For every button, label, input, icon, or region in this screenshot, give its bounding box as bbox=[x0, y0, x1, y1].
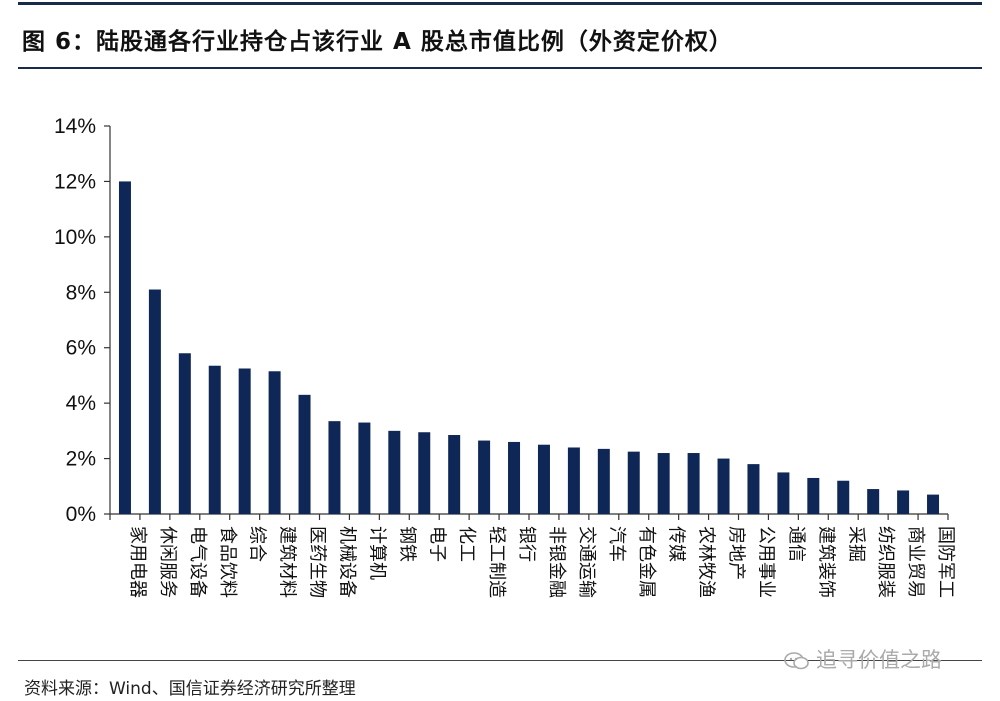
bottom-rule bbox=[18, 660, 982, 661]
x-category-label: 汽车 bbox=[606, 526, 627, 562]
y-tick-label: 6% bbox=[66, 337, 96, 360]
bar bbox=[567, 447, 580, 514]
title-rule bbox=[18, 67, 982, 69]
figure-title: 图 6：陆股通各行业持仓占该行业 A 股总市值比例（外资定价权） bbox=[22, 29, 733, 55]
x-category-label: 化工 bbox=[456, 526, 477, 562]
source-note: 资料来源：Wind、国信证券经济研究所整理 bbox=[24, 679, 356, 699]
bar bbox=[298, 394, 311, 514]
x-category-label: 有色金属 bbox=[636, 526, 657, 598]
bar bbox=[867, 489, 880, 514]
x-category-label: 通信 bbox=[785, 526, 806, 562]
bar bbox=[897, 490, 910, 514]
y-tick-label: 10% bbox=[54, 226, 96, 249]
x-category-label: 建筑材料 bbox=[277, 526, 298, 598]
x-category-label: 钢铁 bbox=[396, 526, 417, 562]
x-category-label: 商业贸易 bbox=[905, 526, 926, 598]
watermark-text: 追寻价值之路 bbox=[816, 648, 942, 672]
bar bbox=[478, 440, 491, 514]
x-category-label: 农林牧渔 bbox=[696, 526, 717, 598]
bar bbox=[328, 421, 341, 514]
y-tick-label: 2% bbox=[66, 448, 96, 471]
bar bbox=[448, 435, 461, 514]
x-category-label: 国防军工 bbox=[935, 526, 956, 598]
bar bbox=[597, 448, 610, 514]
bar bbox=[747, 464, 760, 514]
y-tick-label: 0% bbox=[66, 503, 96, 526]
x-category-label: 食品饮料 bbox=[217, 526, 238, 598]
bar bbox=[717, 458, 730, 514]
x-category-label: 休闲服务 bbox=[157, 526, 178, 598]
x-category-label: 非银金融 bbox=[546, 526, 567, 598]
bar bbox=[118, 181, 131, 514]
bar bbox=[627, 451, 640, 514]
watermark: 追寻价值之路 bbox=[784, 644, 942, 674]
bar bbox=[687, 453, 700, 514]
x-category-label: 建筑装饰 bbox=[815, 526, 836, 598]
top-rule bbox=[18, 2, 982, 5]
x-category-label: 家用电器 bbox=[127, 526, 148, 598]
x-category-label: 机械设备 bbox=[336, 526, 357, 598]
bar bbox=[178, 353, 191, 514]
bar bbox=[807, 477, 820, 514]
y-tick-label: 12% bbox=[54, 170, 96, 193]
x-category-label: 银行 bbox=[516, 526, 537, 562]
x-category-label: 房地产 bbox=[726, 526, 747, 580]
bar bbox=[657, 453, 670, 514]
x-category-label: 电气设备 bbox=[187, 526, 208, 598]
x-category-label: 公用事业 bbox=[755, 526, 776, 598]
wechat-icon bbox=[784, 652, 809, 670]
bar bbox=[388, 430, 401, 514]
y-tick-label: 8% bbox=[66, 281, 96, 304]
bar bbox=[927, 494, 940, 514]
y-tick-label: 14% bbox=[54, 115, 96, 138]
y-tick-label: 4% bbox=[66, 392, 96, 415]
bar bbox=[418, 432, 431, 514]
x-category-label: 交通运输 bbox=[576, 526, 597, 598]
bar bbox=[208, 365, 221, 514]
bar bbox=[268, 371, 281, 514]
x-category-label: 电子 bbox=[426, 526, 447, 562]
bar bbox=[837, 480, 850, 514]
bar bbox=[537, 444, 550, 514]
x-category-label: 医药生物 bbox=[307, 526, 328, 598]
bar bbox=[358, 422, 371, 514]
bar bbox=[777, 472, 790, 514]
bar-chart: 0% 2% 4% 6% 8% 10% 12% 14% 家用电器 休闲服务 电气设备 食品饮料 综合 建筑材… bbox=[54, 115, 956, 598]
x-category-label: 传媒 bbox=[666, 526, 687, 562]
x-category-label: 纺织服装 bbox=[875, 526, 896, 598]
x-category-label: 综合 bbox=[247, 526, 268, 562]
x-category-label: 计算机 bbox=[366, 526, 387, 580]
x-category-label: 轻工制造 bbox=[486, 526, 507, 598]
x-category-label: 采掘 bbox=[845, 526, 866, 562]
bar bbox=[508, 441, 521, 514]
bar bbox=[238, 368, 251, 514]
bar bbox=[148, 289, 161, 514]
